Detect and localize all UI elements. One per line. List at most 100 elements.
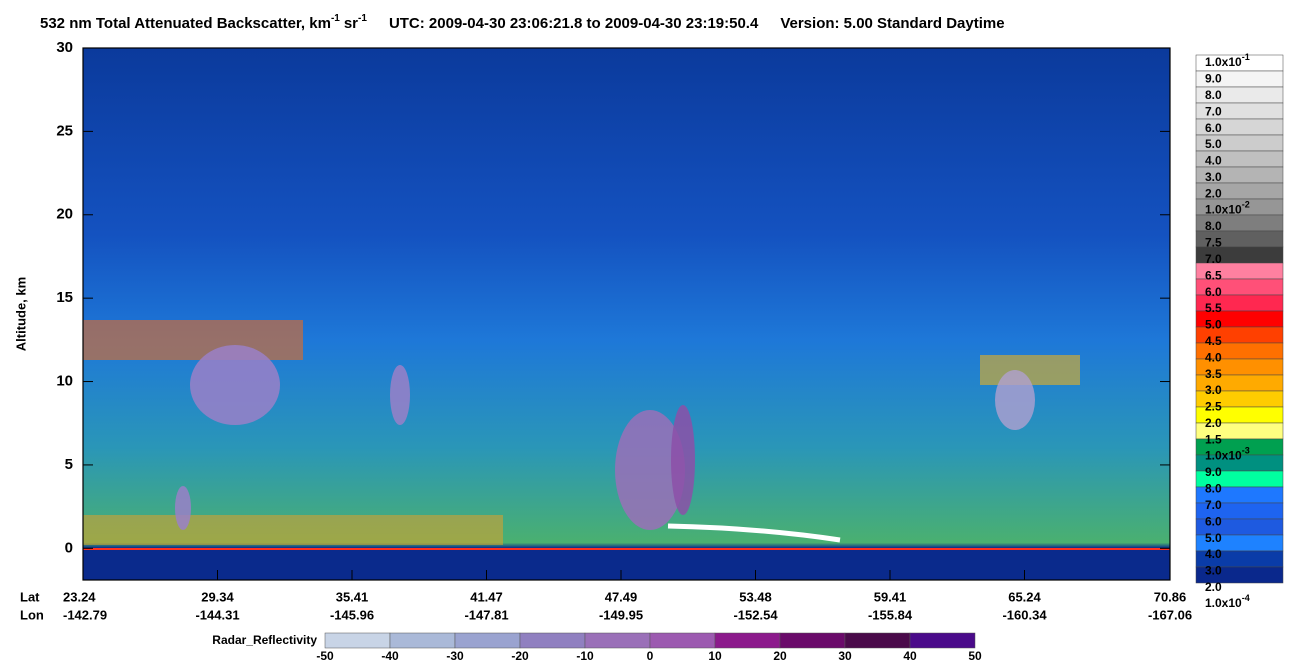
y-tick-label: 15 — [56, 289, 73, 306]
radar-tick-label: -30 — [446, 649, 464, 663]
radar-colorbar-box — [649, 632, 716, 649]
radar-cloud — [615, 410, 685, 530]
lon-tick-label: -160.34 — [1002, 607, 1047, 622]
lon-tick-label: -142.79 — [63, 607, 107, 622]
radar-colorbar-box — [389, 632, 456, 649]
colorbar-label: 5.0 — [1205, 137, 1222, 151]
radar-cloud — [390, 365, 410, 425]
colorbar-label: 1.0x10-4 — [1205, 594, 1250, 611]
lat-label: Lat — [20, 589, 40, 604]
colorbar-label: 7.0 — [1205, 252, 1222, 266]
colorbar-label-text: 1.0x10 — [1205, 55, 1242, 69]
lat-tick-label: 35.41 — [336, 589, 369, 604]
lat-tick-label: 29.34 — [201, 589, 234, 604]
colorbar-label: 1.0x10-3 — [1205, 446, 1250, 463]
radar-tick-label: -40 — [381, 649, 399, 663]
colorbar-label: 4.0 — [1205, 547, 1222, 561]
colorbar-label-exp: -1 — [1242, 52, 1250, 62]
radar-tick-label: 20 — [773, 649, 787, 663]
colorbar-label: 2.5 — [1205, 400, 1222, 414]
colorbar-label: 1.0x10-2 — [1205, 200, 1250, 217]
colorbar-label: 3.0 — [1205, 564, 1222, 578]
radar-colorbar-box — [714, 632, 781, 649]
lon-tick-label: -152.54 — [733, 607, 778, 622]
lat-tick-label: 47.49 — [605, 589, 638, 604]
radar-colorbar-box — [844, 632, 911, 649]
plot-frame — [82, 47, 1171, 581]
radar-colorbar-box — [324, 632, 391, 649]
colorbar-label: 8.0 — [1205, 482, 1222, 496]
colorbar-label: 7.5 — [1205, 236, 1222, 250]
lat-tick-label: 70.86 — [1154, 589, 1187, 604]
radar-tick-label: -50 — [316, 649, 334, 663]
radar-colorbar-box — [584, 632, 651, 649]
backscatter-field — [83, 48, 1170, 580]
colorbar-label: 1.0x10-1 — [1205, 52, 1250, 69]
y-tick-label: 0 — [65, 539, 73, 556]
lat-tick-label: 65.24 — [1008, 589, 1041, 604]
chart-title: 532 nm Total Attenuated Backscatter, km-… — [40, 13, 1005, 32]
lat-tick-label: 41.47 — [470, 589, 503, 604]
lon-tick-label: -149.95 — [599, 607, 643, 622]
colorbar-label: 3.0 — [1205, 383, 1222, 397]
colorbar-label: 3.5 — [1205, 367, 1222, 381]
colorbar-label: 4.0 — [1205, 154, 1222, 168]
colorbar-label: 4.0 — [1205, 350, 1222, 364]
radar-cloud — [995, 370, 1035, 430]
colorbar-label: 6.5 — [1205, 268, 1222, 282]
lat-tick-label: 59.41 — [874, 589, 907, 604]
y-tick-label: 5 — [65, 456, 73, 473]
cloud-layer — [980, 355, 1080, 385]
colorbar-label-text: 1.0x10 — [1205, 596, 1242, 610]
lat-tick-label: 53.48 — [739, 589, 772, 604]
colorbar-label: 6.0 — [1205, 514, 1222, 528]
colorbar-label-text: 1.0x10 — [1205, 203, 1242, 217]
radar-cloud — [671, 405, 695, 515]
radar-colorbar-box — [779, 632, 846, 649]
lon-tick-label: -147.81 — [464, 607, 508, 622]
radar-tick-label: -10 — [576, 649, 594, 663]
cloud-layer — [83, 320, 303, 360]
colorbar-label-exp: -2 — [1242, 200, 1250, 210]
y-axis-label: Altitude, km — [13, 277, 28, 351]
aerosol-layer — [83, 515, 503, 545]
radar-tick-label: -20 — [511, 649, 529, 663]
radar-cloud — [175, 486, 191, 530]
colorbar-label: 8.0 — [1205, 219, 1222, 233]
colorbar-label: 9.0 — [1205, 465, 1222, 479]
y-tick-label: 10 — [56, 373, 73, 390]
radar-cloud — [190, 345, 280, 425]
radar-colorbar-box — [909, 632, 976, 649]
radar-tick-label: 30 — [838, 649, 852, 663]
radar-tick-label: 10 — [708, 649, 722, 663]
surface-return — [667, 523, 841, 543]
lon-label: Lon — [20, 607, 44, 622]
y-tick-label: 30 — [56, 39, 73, 56]
colorbar-label: 9.0 — [1205, 72, 1222, 86]
lon-tick-label: -155.84 — [868, 607, 913, 622]
lon-tick-label: -144.31 — [195, 607, 239, 622]
lon-tick-label: -145.96 — [330, 607, 374, 622]
radar-tick-label: 50 — [968, 649, 982, 663]
colorbar-label: 5.0 — [1205, 531, 1222, 545]
colorbar-label: 5.5 — [1205, 301, 1222, 315]
lat-tick-label: 23.24 — [63, 589, 96, 604]
colorbar-label: 3.0 — [1205, 170, 1222, 184]
colorbar-box — [1195, 566, 1284, 584]
colorbar-label: 6.0 — [1205, 285, 1222, 299]
y-tick-label: 25 — [56, 122, 73, 139]
colorbar-label-exp: -4 — [1242, 594, 1250, 604]
colorbar-label-text: 1.0x10 — [1205, 449, 1242, 463]
radar-tick-label: 40 — [903, 649, 917, 663]
colorbar-label: 4.5 — [1205, 334, 1222, 348]
colorbar-label: 7.0 — [1205, 498, 1222, 512]
y-tick-label: 20 — [56, 206, 73, 223]
colorbar-label: 2.0 — [1205, 416, 1222, 430]
lon-tick-label: -167.06 — [1148, 607, 1192, 622]
colorbar-label: 6.0 — [1205, 121, 1222, 135]
colorbar-label: 7.0 — [1205, 104, 1222, 118]
radar-tick-label: 0 — [647, 649, 654, 663]
radar-colorbar-label: Radar_Reflectivity — [212, 633, 317, 647]
colorbar-label: 1.5 — [1205, 432, 1222, 446]
